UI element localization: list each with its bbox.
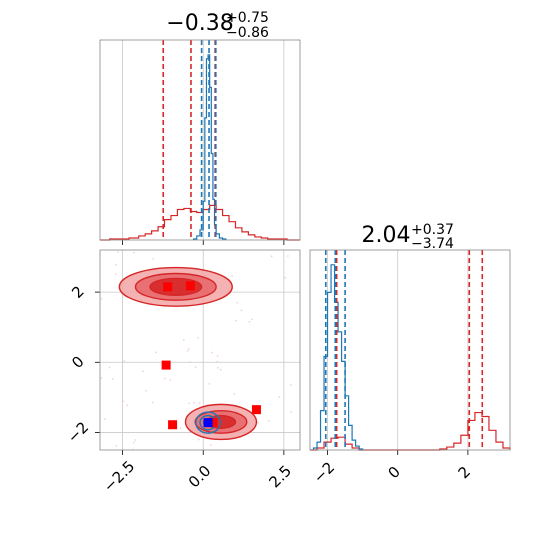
title-param-1-sup: +0.75	[226, 10, 269, 26]
joint-sample-point	[179, 427, 182, 430]
title-param-1-sub: −0.86	[226, 25, 269, 41]
joint-sample-point	[198, 402, 201, 404]
joint-xtick-label: 0.0	[185, 462, 215, 492]
title-param-2-value: 2.04	[362, 223, 411, 248]
marginal-histogram-param-1	[99, 39, 301, 245]
joint-sample-point	[186, 349, 189, 352]
joint-sample-point	[270, 255, 273, 258]
joint-sample-point	[248, 321, 251, 323]
joint-sample-point	[163, 377, 166, 380]
joint-sample-point	[233, 392, 236, 395]
joint-sample-point	[123, 360, 126, 363]
joint-ytick-label: −2	[64, 418, 92, 446]
title-param-2-sub: −3.74	[411, 236, 454, 252]
hist-param-2-hist-series-0	[310, 411, 511, 451]
red-marker	[163, 282, 173, 292]
joint-ytick-label: 0	[68, 353, 87, 372]
joint-contour-plot: −2.5 0.0 2.5 −2 0 2	[64, 249, 301, 496]
title-param-1-value: −0.38	[166, 11, 233, 36]
joint-sample-point	[284, 277, 287, 279]
joint-sample-point	[111, 377, 114, 380]
joint-sample-point	[134, 439, 137, 441]
joint-sample-point	[116, 250, 119, 253]
joint-plot-area	[100, 250, 293, 450]
joint-sample-point	[108, 366, 111, 369]
joint-sample-point	[197, 438, 200, 441]
title-param-1: −0.38	[166, 11, 233, 36]
red-marker	[185, 281, 195, 291]
joint-sample-point	[182, 339, 185, 341]
joint-sample-point	[132, 441, 135, 444]
joint-sample-point	[193, 401, 196, 404]
joint-frame	[99, 249, 301, 451]
hist-param-2-xtick-label: 0	[384, 463, 403, 482]
joint-sample-point	[286, 255, 289, 257]
blue-contour-level-0	[195, 411, 222, 434]
joint-sample-point	[103, 418, 106, 421]
joint-sample-point	[235, 319, 238, 322]
joint-sample-point	[145, 389, 147, 392]
hist-param-2-frame	[309, 249, 511, 451]
joint-sample-point	[187, 347, 190, 350]
joint-sample-point	[267, 419, 270, 422]
red-marker	[168, 420, 178, 430]
hist-param-2-xtick-label: 2	[455, 463, 474, 482]
joint-sample-point	[189, 361, 192, 364]
joint-sample-point	[126, 404, 129, 407]
hist-param-1-hist-series-1	[192, 54, 227, 240]
joint-sample-point	[290, 411, 293, 414]
joint-sample-point	[100, 377, 103, 379]
blue-marker	[203, 418, 213, 428]
joint-sample-point	[194, 366, 197, 368]
joint-sample-point	[100, 297, 103, 300]
joint-sample-point	[151, 401, 154, 404]
hist-param-1-frame	[99, 39, 301, 241]
joint-sample-point	[290, 384, 292, 386]
hist-param-2-xtick-label: −2	[310, 458, 338, 486]
joint-sample-point	[250, 318, 253, 321]
joint-ytick-label: 2	[68, 282, 87, 301]
title-param-2-sup: +0.37	[411, 222, 454, 238]
joint-sample-point	[155, 351, 157, 354]
title-param-2: 2.04	[362, 223, 411, 248]
joint-xtick-label: −2.5	[100, 457, 138, 495]
joint-sample-point	[133, 251, 135, 254]
joint-sample-point	[236, 301, 239, 304]
hist-param-2-hist-series-1	[312, 264, 364, 450]
joint-sample-point	[216, 360, 219, 363]
joint-sample-point	[197, 336, 199, 339]
joint-sample-point	[231, 275, 233, 277]
joint-sample-point	[142, 370, 144, 373]
joint-sample-point	[188, 402, 191, 405]
joint-sample-point	[211, 351, 213, 354]
joint-sample-point	[169, 379, 172, 381]
red-marker	[161, 360, 171, 370]
joint-sample-point	[114, 273, 117, 276]
joint-sample-point	[257, 421, 260, 424]
joint-xtick-label: 2.5	[266, 462, 296, 492]
joint-sample-point	[240, 309, 243, 312]
joint-sample-point	[216, 366, 219, 369]
joint-sample-point	[210, 444, 212, 447]
marginal-histogram-param-2: −2 0 2	[309, 249, 511, 487]
joint-sample-point	[219, 368, 222, 371]
joint-sample-point	[152, 257, 155, 260]
joint-sample-point	[208, 383, 211, 385]
red-marker	[208, 418, 218, 428]
red-marker	[251, 405, 261, 415]
joint-sample-point	[115, 444, 118, 447]
hist-param-1-hist-series-0	[100, 204, 300, 241]
joint-sample-point	[115, 263, 117, 266]
joint-sample-point	[278, 396, 281, 399]
joint-sample-point	[122, 400, 124, 403]
joint-sample-point	[216, 355, 219, 358]
